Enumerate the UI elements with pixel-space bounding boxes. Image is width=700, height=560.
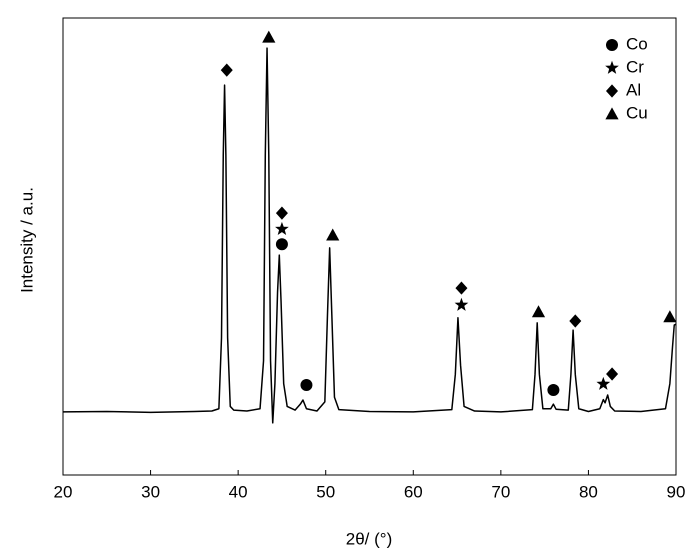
x-tick-label: 70 — [491, 482, 510, 501]
peak-marker — [275, 206, 288, 220]
peak-marker — [455, 281, 468, 295]
peak-marker — [547, 383, 560, 396]
data-line — [62, 47, 677, 424]
y-axis-label: Intensity / a.u. — [17, 187, 36, 293]
peak-marker — [531, 305, 546, 318]
x-tick-label: 20 — [54, 482, 73, 501]
peak-marker — [300, 378, 313, 391]
peak-marker — [326, 228, 340, 241]
peak-marker — [569, 314, 582, 328]
legend-label: Al — [626, 80, 641, 99]
peak-marker — [220, 63, 233, 77]
legend-label: Cr — [626, 57, 644, 76]
peak-marker — [663, 310, 677, 323]
peak-marker — [275, 221, 289, 235]
legend-symbol — [605, 60, 619, 74]
legend-label: Cu — [626, 103, 648, 122]
x-tick-label: 40 — [229, 482, 248, 501]
peak-marker — [596, 376, 611, 390]
peak-marker — [606, 367, 619, 381]
x-tick-label: 90 — [667, 482, 686, 501]
plot-frame — [62, 17, 677, 476]
x-axis-label: 2θ/ (°) — [346, 529, 392, 548]
peak-marker — [275, 238, 288, 251]
legend-symbol — [606, 39, 618, 51]
x-tick-label: 60 — [404, 482, 423, 501]
legend-symbol — [605, 107, 619, 120]
x-tick-label: 30 — [141, 482, 160, 501]
legend-symbol — [606, 84, 618, 98]
legend-label: Co — [626, 34, 648, 53]
peak-marker — [262, 30, 276, 43]
peak-marker — [454, 297, 469, 311]
x-tick-label: 50 — [316, 482, 335, 501]
x-tick-label: 80 — [579, 482, 598, 501]
